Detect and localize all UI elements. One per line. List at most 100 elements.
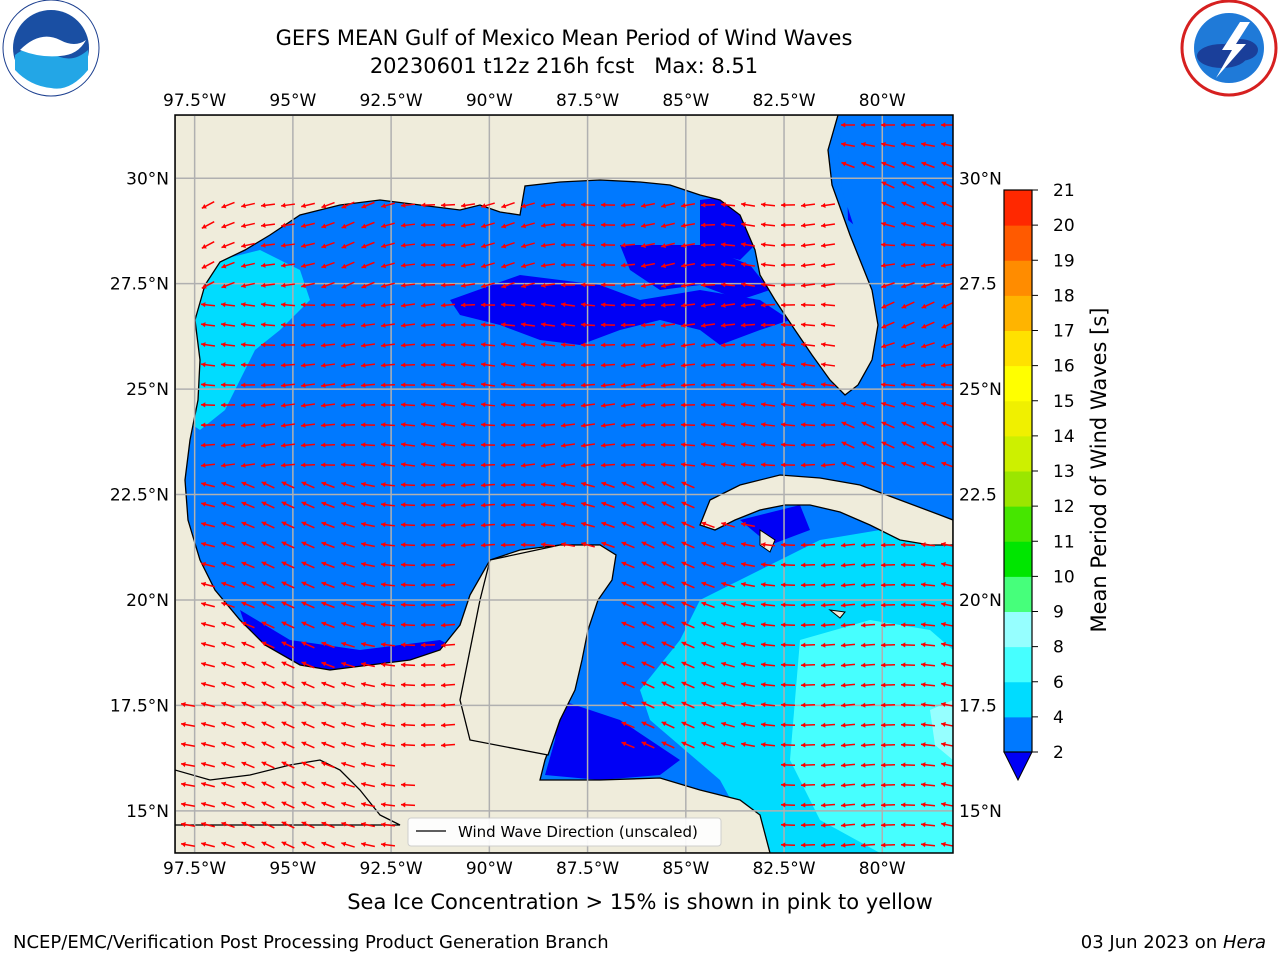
- wave-arrow-head: [421, 202, 426, 208]
- wave-arrow-head: [601, 302, 606, 308]
- wave-arrow-head: [581, 262, 586, 268]
- wave-arrow-head: [721, 382, 726, 388]
- wave-arrow-head: [501, 302, 506, 308]
- wave-arrow-head: [441, 202, 446, 208]
- colorbar-tick-label: 4: [1053, 708, 1064, 728]
- wave-arrow-head: [721, 701, 727, 707]
- wave-arrow-head: [381, 602, 386, 608]
- wave-arrow-head: [781, 602, 786, 608]
- wave-arrow-head: [501, 342, 506, 348]
- wave-arrow-head: [861, 642, 866, 648]
- wave-arrow-head: [541, 402, 546, 408]
- wave-arrow-head: [561, 481, 566, 488]
- wave-arrow-head: [401, 222, 406, 228]
- lat-label-right: 17.5: [959, 696, 997, 716]
- wave-arrow-head: [821, 582, 826, 588]
- wave-arrow-head: [221, 741, 227, 747]
- wave-arrow-head: [461, 362, 466, 368]
- wave-arrow-head: [701, 342, 706, 348]
- wave-arrow-head: [321, 342, 326, 348]
- wave-arrow-head: [681, 222, 686, 229]
- wave-arrow-head: [581, 322, 586, 328]
- wave-arrow-head: [541, 462, 546, 468]
- wave-arrow-head: [261, 641, 267, 647]
- wave-arrow-head: [261, 422, 266, 428]
- wave-arrow-head: [941, 441, 947, 447]
- wave-arrow-head: [801, 422, 806, 428]
- wave-arrow-head: [581, 442, 586, 448]
- wave-arrow-head: [321, 781, 327, 787]
- wave-arrow-head: [561, 442, 566, 448]
- wave-arrow-head: [521, 342, 526, 348]
- wave-arrow-head: [521, 502, 526, 508]
- wave-arrow-head: [301, 501, 307, 507]
- wave-arrow-head: [381, 263, 387, 269]
- wave-arrow-head: [481, 462, 486, 468]
- wave-arrow-head: [681, 382, 686, 388]
- wave-arrow-head: [901, 842, 906, 848]
- wave-arrow-head: [901, 221, 907, 227]
- wave-arrow-head: [501, 542, 506, 548]
- wave-arrow-head: [501, 442, 506, 448]
- wave-arrow-head: [261, 442, 266, 448]
- wave-arrow-head: [321, 821, 327, 827]
- wave-arrow-head: [821, 762, 826, 768]
- wave-arrow-head: [481, 322, 486, 328]
- wave-arrow-head: [261, 302, 266, 308]
- wave-arrow-head: [641, 362, 646, 368]
- wave-arrow-head: [361, 581, 366, 587]
- wave-arrow-head: [601, 222, 606, 228]
- wave-arrow-head: [321, 481, 327, 487]
- wave-arrow-head: [661, 442, 666, 448]
- colorbar: 2 4 6 8 9 10 11 12 13 14 15 16 17 18 19 20 21: [1003, 181, 1075, 782]
- wave-arrow-head: [361, 283, 367, 289]
- wave-arrow-head: [181, 701, 186, 708]
- wave-arrow-head: [301, 641, 307, 647]
- wave-arrow-head: [501, 223, 507, 229]
- wave-arrow-head: [801, 462, 806, 468]
- wave-arrow-head: [741, 262, 746, 268]
- wave-arrow-head: [241, 661, 247, 667]
- lon-label-bottom: 92.5°W: [360, 859, 423, 879]
- wave-arrow-head: [201, 462, 206, 468]
- wave-arrow-head: [641, 661, 647, 667]
- wave-arrow-head: [741, 641, 746, 647]
- wave-arrow-head: [241, 741, 247, 747]
- wave-arrow-head: [501, 462, 506, 468]
- wave-arrow-head: [201, 761, 207, 767]
- wave-arrow-head: [681, 422, 686, 428]
- wave-arrow-head: [841, 782, 846, 788]
- wave-arrow-head: [801, 262, 806, 268]
- wave-arrow-head: [221, 561, 227, 567]
- noaa-logo: [2, 0, 100, 97]
- wave-arrow-head: [261, 761, 267, 767]
- wave-arrow-head: [861, 782, 866, 788]
- wave-arrow-head: [221, 203, 227, 209]
- wave-arrow-head: [721, 681, 727, 687]
- wave-arrow-head: [801, 622, 806, 628]
- wave-arrow-head: [641, 462, 646, 468]
- wave-arrow-head: [661, 462, 666, 468]
- wave-arrow-head: [821, 562, 826, 568]
- wave-arrow-head: [901, 542, 906, 548]
- wave-arrow-head: [641, 561, 647, 567]
- wave-arrow-head: [221, 621, 227, 627]
- wave-arrow-head: [941, 621, 946, 627]
- wave-arrow-head: [601, 262, 606, 268]
- wave-arrow-head: [861, 842, 866, 848]
- wave-arrow-head: [281, 262, 286, 268]
- wave-arrow-head: [621, 222, 626, 228]
- wave-arrow-head: [341, 402, 346, 408]
- wave-arrow-head: [781, 442, 786, 448]
- wave-arrow-head: [561, 541, 566, 548]
- wave-arrow-head: [341, 462, 346, 468]
- wave-arrow-head: [901, 181, 907, 187]
- wave-arrow-head: [261, 262, 266, 268]
- wave-arrow-head: [401, 322, 406, 328]
- wave-arrow-head: [901, 662, 906, 668]
- lat-label-left: 15°N: [126, 802, 169, 822]
- wave-arrow-head: [861, 582, 866, 588]
- wave-arrow-head: [581, 501, 587, 507]
- wave-arrow-head: [421, 342, 426, 348]
- colorbar-segment: [1004, 576, 1032, 612]
